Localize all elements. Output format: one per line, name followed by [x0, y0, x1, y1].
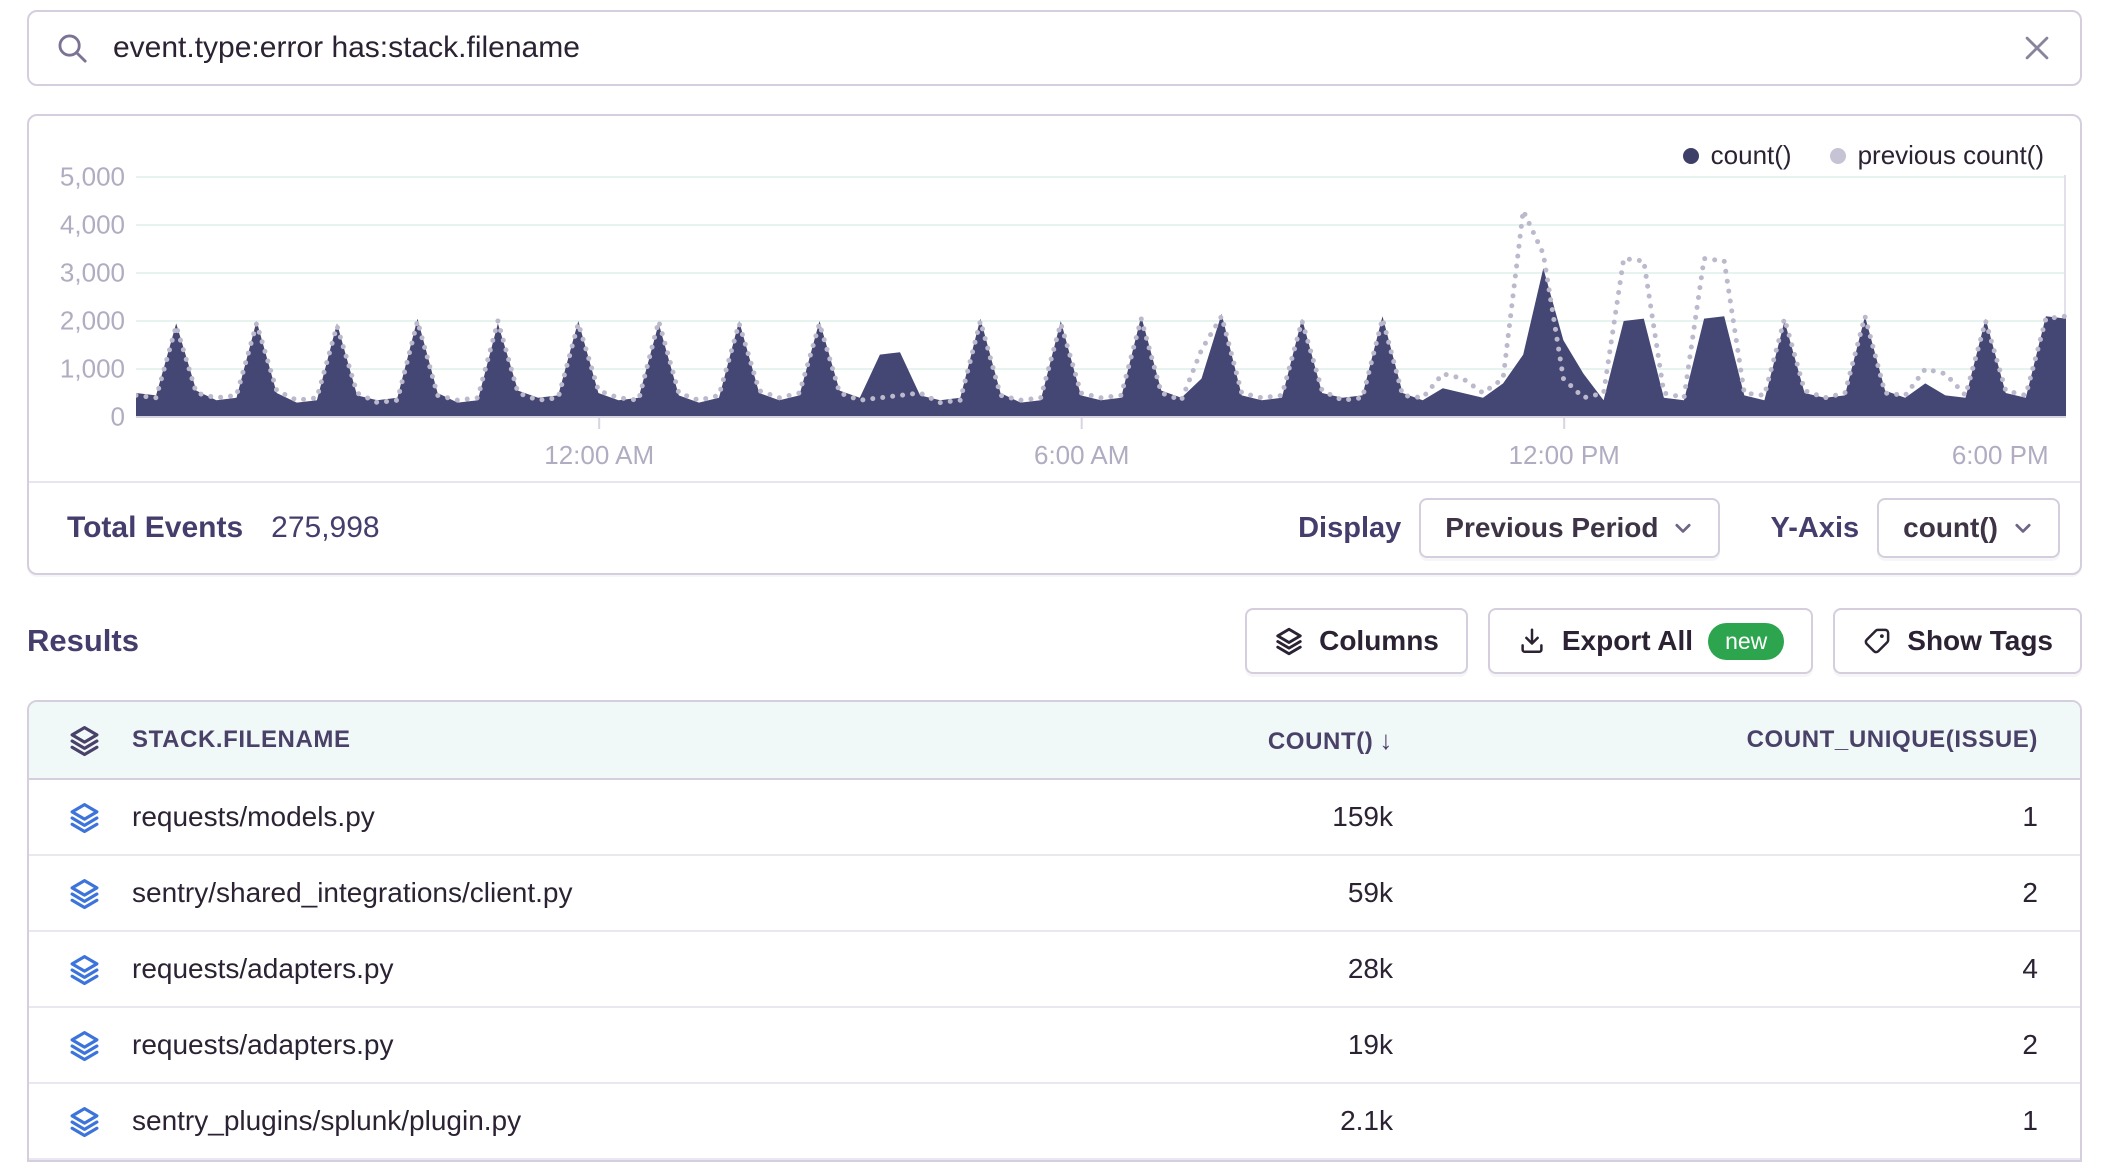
chevron-down-icon — [2012, 517, 2034, 539]
events-area-chart — [136, 175, 2068, 429]
column-header-count[interactable]: COUNT() ↓ — [1267, 724, 1393, 755]
search-bar — [27, 10, 2082, 86]
events-chart-panel: count() previous count() 0 1,000 2,000 3,00… — [27, 114, 2082, 575]
unique-count-cell: 4 — [2022, 953, 2038, 984]
total-events-value: 275,998 — [271, 511, 380, 544]
count-legend-dot-icon — [1682, 147, 1699, 164]
display-period-value: Previous Period — [1445, 512, 1659, 543]
table-row: requests/adapters.py 19k 2 — [29, 1008, 2080, 1084]
column-header-stack-filename[interactable]: STACK.FILENAME — [132, 726, 351, 753]
new-badge: new — [1708, 622, 1785, 660]
stack-icon[interactable] — [68, 953, 101, 986]
y-axis-tick-label: 4,000 — [59, 209, 125, 240]
table-row: requests/adapters.py 28k 4 — [29, 932, 2080, 1008]
display-period-dropdown[interactable]: Previous Period — [1419, 498, 1721, 558]
table-row: requests/models.py 159k 1 — [29, 780, 2080, 856]
yaxis-value: count() — [1903, 512, 1998, 543]
search-input[interactable] — [111, 30, 2020, 66]
chart-footer-divider — [29, 481, 2080, 483]
table-body: requests/models.py 159k 1 sentry/shared_… — [29, 780, 2080, 1160]
unique-count-cell: 1 — [2022, 801, 2038, 832]
show-tags-button[interactable]: Show Tags — [1833, 608, 2082, 674]
y-axis-tick-label: 5,000 — [59, 161, 125, 192]
stack-icon — [68, 724, 101, 757]
y-axis-tick-label: 3,000 — [59, 257, 125, 288]
table-row: sentry_plugins/splunk/plugin.py 2.1k 1 — [29, 1084, 2080, 1160]
legend-item-previous-count[interactable]: previous count() — [1829, 140, 2044, 171]
filename-cell: sentry/shared_integrations/client.py — [132, 877, 573, 908]
show-tags-label: Show Tags — [1907, 625, 2053, 656]
sort-desc-icon: ↓ — [1379, 724, 1393, 755]
stack-icon[interactable] — [68, 1029, 101, 1062]
count-cell: 159k — [1332, 801, 1393, 832]
y-axis-tick-label: 0 — [110, 401, 125, 432]
table-row: sentry/shared_integrations/client.py 59k… — [29, 856, 2080, 932]
stack-icon[interactable] — [68, 1105, 101, 1138]
chevron-down-icon — [1672, 517, 1694, 539]
display-label: Display — [1298, 511, 1402, 544]
count-cell: 28k — [1347, 953, 1393, 984]
x-axis-tick-label: 12:00 AM — [544, 440, 655, 470]
x-axis-labels: 12:00 AM 6:00 AM 12:00 PM 6:00 PM — [29, 116, 2080, 573]
count-cell: 59k — [1347, 877, 1393, 908]
y-axis-tick-label: 2,000 — [59, 305, 125, 336]
y-axis-labels: 0 1,000 2,000 3,000 4,000 5,000 — [29, 116, 125, 573]
header-stack-icon-cell — [29, 724, 132, 757]
count-cell: 2.1k — [1340, 1105, 1393, 1136]
filename-cell: sentry_plugins/splunk/plugin.py — [132, 1105, 522, 1136]
x-axis-tick-label: 6:00 AM — [1033, 440, 1130, 470]
filename-cell: requests/models.py — [132, 801, 375, 832]
stack-icon[interactable] — [68, 877, 101, 910]
count-cell: 19k — [1347, 1029, 1393, 1060]
unique-count-cell: 2 — [2022, 877, 2038, 908]
legend-previous-count-label: previous count() — [1857, 140, 2044, 170]
x-axis-tick-label: 6:00 PM — [1951, 440, 2049, 470]
y-axis-tick-label: 1,000 — [59, 353, 125, 384]
yaxis-label: Y-Axis — [1770, 511, 1860, 544]
columns-button-label: Columns — [1319, 625, 1439, 656]
column-header-count-unique-issue[interactable]: COUNT_UNIQUE(ISSUE) — [1746, 726, 2038, 753]
x-axis-tick-label: 12:00 PM — [1508, 440, 1620, 470]
discover-page: count() previous count() 0 1,000 2,000 3,00… — [27, 10, 2082, 1162]
chart-legend: count() previous count() — [1682, 140, 2044, 171]
search-icon — [55, 31, 89, 65]
unique-count-cell: 1 — [2022, 1105, 2038, 1136]
unique-count-cell: 2 — [2022, 1029, 2038, 1060]
total-events: Total Events 275,998 — [67, 511, 380, 545]
clear-search-icon[interactable] — [2020, 31, 2054, 65]
legend-item-count[interactable]: count() — [1682, 140, 1792, 171]
filename-cell: requests/adapters.py — [132, 953, 394, 984]
total-events-label: Total Events — [67, 511, 244, 544]
results-title: Results — [27, 623, 139, 658]
legend-count-label: count() — [1710, 140, 1792, 170]
tag-icon — [1862, 626, 1892, 656]
results-header: Results Columns Export All new Show Tags — [27, 606, 2082, 676]
results-table: STACK.FILENAME COUNT() ↓ COUNT_UNIQUE(ISS… — [27, 700, 2082, 1162]
chart-footer: Total Events 275,998 Display Previous Pe… — [67, 483, 2060, 573]
layers-icon — [1274, 626, 1304, 656]
previous-count-legend-dot-icon — [1829, 147, 1846, 164]
filename-cell: requests/adapters.py — [132, 1029, 394, 1060]
export-all-label: Export All — [1561, 625, 1694, 656]
stack-icon[interactable] — [68, 801, 101, 834]
columns-button[interactable]: Columns — [1245, 608, 1468, 674]
export-all-button[interactable]: Export All new — [1487, 608, 1814, 674]
yaxis-dropdown[interactable]: count() — [1877, 498, 2060, 558]
download-icon — [1517, 626, 1547, 656]
table-header-row: STACK.FILENAME COUNT() ↓ COUNT_UNIQUE(ISS… — [29, 702, 2080, 780]
